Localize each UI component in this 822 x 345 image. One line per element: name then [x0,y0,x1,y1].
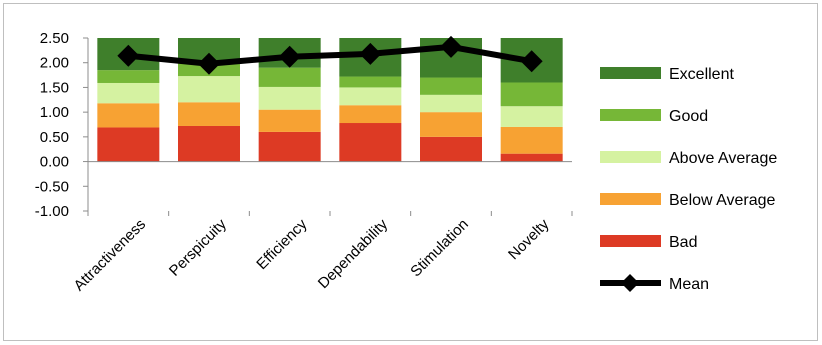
bar-novelty-good [500,82,563,107]
bar-dependability-below-average [339,105,402,124]
legend-label-excellent: Excellent [669,66,734,83]
bar-perspicuity-excellent [178,38,240,61]
y-tick-label: 2.50 [40,30,69,47]
y-tick-label: 0.00 [40,154,69,171]
legend-label-below-average: Below Average [669,192,776,209]
bar-stimulation-good [420,77,482,95]
bar-novelty-bad [500,153,563,162]
bar-perspicuity-bad [178,125,240,162]
legend-label-bad: Bad [669,234,697,251]
mean-point-dependability [359,42,382,65]
bar-dependability-above-average [339,87,402,106]
bar-perspicuity-above-average [178,76,240,103]
bar-novelty-above-average [500,106,563,127]
bar-attractiveness-bad [97,127,160,162]
legend-swatch-above-average [600,151,661,163]
legend-swatch-bad [600,235,661,247]
x-tick-label-stimulation: Stimulation [407,216,471,280]
bar-dependability-bad [339,123,402,162]
y-tick-label: -1.00 [35,203,69,220]
y-tick-label: -0.50 [35,178,69,195]
mean-point-efficiency [278,45,301,68]
legend-swatch-below-average [600,193,661,205]
legend-label-good: Good [669,108,708,125]
bar-attractiveness-good [97,70,160,83]
legend: Excellent Good Above Average Below Average B… [600,66,777,293]
bar-efficiency-above-average [258,86,321,110]
bar-efficiency-below-average [258,109,321,132]
y-tick-label: 2.00 [40,55,69,72]
y-tick-label: 1.50 [40,79,69,96]
bar-perspicuity-below-average [178,102,240,126]
bar-efficiency-bad [258,131,321,162]
x-tick-label-attractiveness: Attractiveness [71,216,150,295]
mean-point-novelty [520,50,543,73]
bar-stimulation-below-average [420,112,482,137]
bar-novelty-below-average [500,126,563,154]
y-tick-label: 0.50 [40,129,69,146]
x-tick-label-perspicuity: Perspicuity [166,215,230,279]
bar-attractiveness-below-average [97,103,160,128]
bar-dependability-good [339,76,402,88]
mean-point-attractiveness [117,44,140,67]
x-tick-label-efficiency: Efficiency [253,215,311,273]
bar-stimulation-above-average [420,94,482,113]
mean-point-perspicuity [198,52,220,75]
x-tick-label-novelty: Novelty [505,215,553,263]
x-axis: Attractiveness Perspicuity Efficiency Depen… [71,161,573,295]
bar-attractiveness-above-average [97,82,160,104]
mean-point-stimulation [440,35,462,58]
y-tick-label: 1.00 [40,104,69,121]
legend-label-above-average: Above Average [669,150,777,167]
bar-efficiency-good [258,67,321,87]
y-axis: 2.50 2.00 1.50 1.00 0.50 0.00 -0.50 -1.00 [35,30,89,220]
legend-label-mean: Mean [669,276,709,293]
bar-stimulation-bad [420,136,482,162]
mean-line [117,35,543,75]
x-tick-label-dependability: Dependability [315,215,392,292]
legend-swatch-mean-marker [621,274,639,292]
legend-swatch-good [600,109,661,121]
mean-series-line [128,43,533,67]
legend-swatch-excellent [600,67,661,79]
